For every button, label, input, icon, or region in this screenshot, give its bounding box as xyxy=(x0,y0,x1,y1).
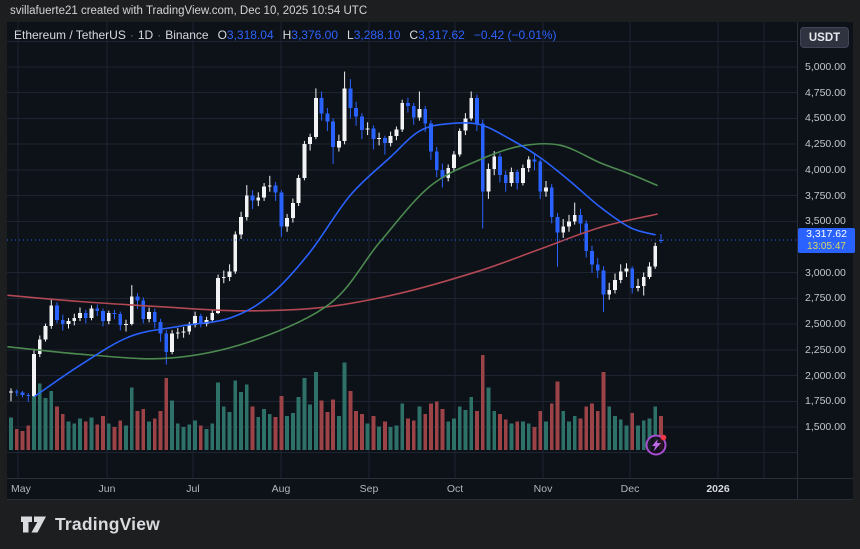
low-label: L xyxy=(347,28,354,42)
price-tick-label: 4,750.00 xyxy=(805,86,846,99)
price-tick-label: 4,250.00 xyxy=(805,138,846,151)
ma_slow-line xyxy=(7,213,658,312)
time-tick-label: May xyxy=(11,483,31,495)
candlestick-chart[interactable] xyxy=(7,22,853,500)
time-tick-label: Nov xyxy=(533,483,553,495)
alert-dot xyxy=(660,434,667,441)
high-label: H xyxy=(282,28,292,42)
ma_fast-line xyxy=(34,121,656,397)
price-tick-label: 3,500.00 xyxy=(805,215,846,228)
candle-countdown: 13:05:47 xyxy=(807,241,846,252)
footer-bar: TradingView xyxy=(0,500,860,549)
time-tick-label: Aug xyxy=(271,483,291,495)
open-label: O xyxy=(217,28,227,42)
close-label: C xyxy=(409,28,419,42)
price-tick-label: 4,500.00 xyxy=(805,112,846,125)
last-price-value: 3,317.62 xyxy=(806,228,847,240)
price-tick-label: 5,000.00 xyxy=(805,61,846,73)
open-value: 3,318.04 xyxy=(226,28,274,42)
symbol-name[interactable]: Ethereum / TetherUS xyxy=(14,28,126,42)
price-tick-label: 2,000.00 xyxy=(805,369,846,382)
price-tick-label: 2,250.00 xyxy=(805,343,846,356)
price-tick-label: 2,500.00 xyxy=(805,318,846,331)
time-tick-label: 2026 xyxy=(706,483,730,495)
time-tick-label: Jul xyxy=(186,483,200,495)
price-tick-label: 1,500.00 xyxy=(805,421,846,433)
time-tick-label: Dec xyxy=(620,483,640,495)
time-tick-label: Oct xyxy=(446,483,464,495)
close-value: 3,317.62 xyxy=(418,28,465,42)
time-tick-label: Sep xyxy=(359,483,379,495)
change-value: −0.42 (−0.01%) xyxy=(473,28,557,42)
symbol-legend[interactable]: Ethereum / TetherUS · 1D · Binance O3,318.04 H… xyxy=(14,28,557,42)
price-tick-label: 3,000.00 xyxy=(805,266,846,279)
currency-toggle-button[interactable]: USDT xyxy=(800,27,849,48)
separator: · xyxy=(129,28,134,42)
price-tick-label: 2,750.00 xyxy=(805,292,846,305)
time-tick-label: Jun xyxy=(98,483,116,495)
high-value: 3,376.00 xyxy=(291,28,339,42)
tradingview-wordmark[interactable]: TradingView xyxy=(55,514,160,534)
price-tick-label: 4,000.00 xyxy=(805,163,846,176)
low-value: 3,288.10 xyxy=(353,28,401,42)
last-price-badge: 3,317.62 13:05:47 xyxy=(798,228,855,253)
attribution-text: svillafuerte21 created with TradingView.… xyxy=(10,5,368,17)
interval-label[interactable]: 1D xyxy=(137,28,154,42)
separator: · xyxy=(157,28,162,42)
ma_mid-line xyxy=(7,142,658,360)
price-tick-label: 1,750.00 xyxy=(805,395,846,408)
lightning-icon xyxy=(652,439,661,452)
tradingview-logo-icon[interactable] xyxy=(20,513,47,536)
exchange-label: Binance xyxy=(165,28,209,42)
chart-panel: Ethereum / TetherUS · 1D · Binance O3,318.04 H… xyxy=(7,22,855,500)
attribution-bar: svillafuerte21 created with TradingView.… xyxy=(0,0,860,22)
lightning-badge[interactable] xyxy=(644,432,670,458)
price-tick-label: 3,750.00 xyxy=(805,189,846,202)
